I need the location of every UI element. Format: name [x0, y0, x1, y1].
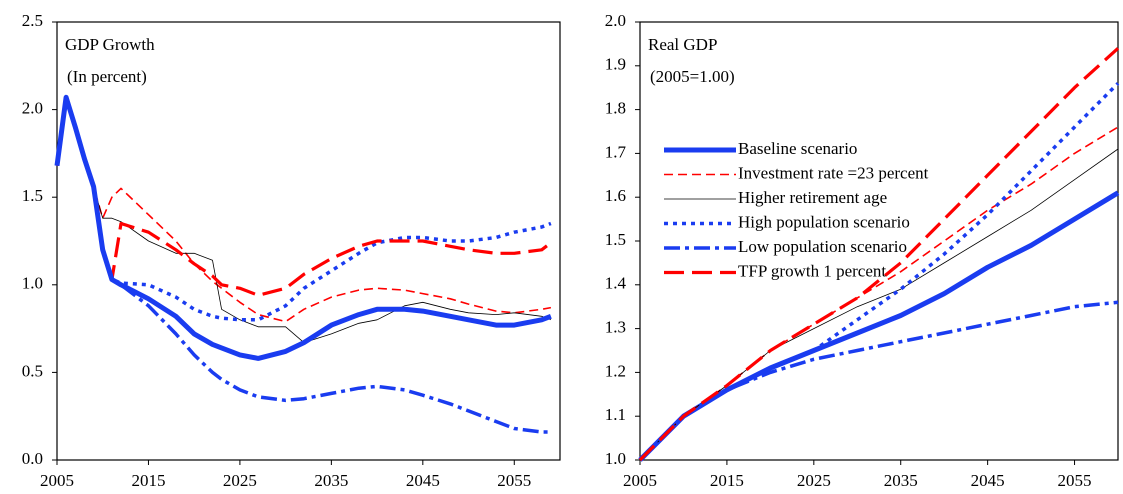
x-tick-label: 2045: [971, 471, 1005, 490]
y-tick-label: 2.0: [605, 11, 626, 30]
y-tick-label: 1.3: [605, 318, 626, 337]
y-tick-label: 1.0: [22, 274, 43, 293]
plot-frame: [56, 21, 561, 461]
y-tick-label: 2.5: [22, 11, 43, 30]
x-tick-label: 2025: [797, 471, 831, 490]
x-tick-label: 2035: [884, 471, 918, 490]
legend-label: Baseline scenario: [738, 139, 857, 158]
y-tick-label: 1.7: [605, 142, 627, 161]
y-tick-label: 1.8: [605, 99, 626, 118]
y-tick-label: 1.0: [605, 449, 626, 468]
y-tick-label: 0.5: [22, 361, 43, 380]
series-line: [56, 96, 552, 323]
chart-subtitle: (In percent): [67, 67, 147, 86]
y-tick-label: 2.0: [22, 99, 43, 118]
y-tick-label: 1.1: [605, 405, 626, 424]
x-tick-label: 2055: [497, 471, 531, 490]
legend-label: Higher retirement age: [738, 188, 887, 207]
series-line: [638, 47, 1120, 462]
y-tick-label: 1.6: [605, 186, 626, 205]
x-tick-label: 2005: [623, 471, 657, 490]
chart-title: GDP Growth: [65, 35, 155, 54]
series-line: [55, 95, 552, 297]
series-line: [638, 300, 1119, 462]
series-line: [55, 95, 552, 322]
y-tick-label: 1.4: [605, 274, 627, 293]
x-tick-label: 2035: [314, 471, 348, 490]
legend-label: Investment rate =23 percent: [738, 163, 929, 182]
series-line: [639, 148, 1119, 461]
legend-label: TFP growth 1 percent: [738, 261, 886, 280]
chart-title: Real GDP: [648, 35, 717, 54]
x-tick-label: 2015: [710, 471, 744, 490]
y-tick-label: 1.5: [22, 186, 43, 205]
x-tick-label: 2055: [1058, 471, 1092, 490]
legend-label: High population scenario: [738, 212, 910, 231]
y-tick-label: 1.9: [605, 55, 626, 74]
x-tick-label: 2025: [223, 471, 257, 490]
series-line: [54, 94, 552, 361]
x-tick-label: 2045: [406, 471, 440, 490]
y-tick-label: 0.0: [22, 449, 43, 468]
y-tick-label: 1.5: [605, 230, 626, 249]
y-tick-label: 1.2: [605, 361, 626, 380]
x-tick-label: 2015: [131, 471, 165, 490]
series-line: [638, 190, 1120, 462]
legend-label: Low population scenario: [738, 237, 907, 256]
chart-subtitle: (2005=1.00): [650, 67, 735, 86]
series-line: [55, 95, 551, 434]
x-tick-label: 2005: [40, 471, 74, 490]
